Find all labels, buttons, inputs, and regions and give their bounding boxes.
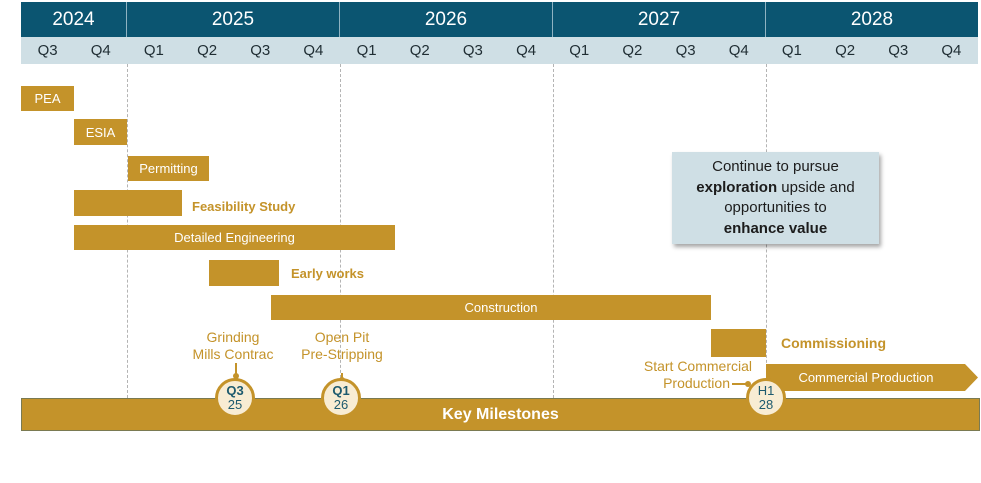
quarter-cell: Q4 xyxy=(90,42,111,59)
milestone-connector xyxy=(341,373,343,379)
bar-detailed-engineering: Detailed Engineering xyxy=(74,225,395,250)
bar-pea: PEA xyxy=(21,86,74,111)
bar-commissioning xyxy=(711,329,766,357)
year-2025: 2025 xyxy=(127,2,340,37)
year-2028: 2028 xyxy=(850,8,894,30)
key-milestones-bar: Key Milestones xyxy=(21,398,980,431)
bar-esia: ESIA xyxy=(74,119,127,145)
note-line-2: exploration upside and xyxy=(672,178,879,199)
note-line-2-rest: upside and xyxy=(777,178,855,196)
milestone-label-grinding-mills: Grinding Mills Contrac xyxy=(183,329,283,363)
milestone-label-open-pit: Open Pit Pre-Stripping xyxy=(290,329,394,363)
milestone-connector xyxy=(235,363,237,378)
milestone-label-line: Production xyxy=(663,375,730,391)
quarter-cell: Q4 xyxy=(516,42,537,59)
bar-commercial-production: Commercial Production xyxy=(766,364,978,391)
milestone-badge-period: Q3 xyxy=(226,383,244,398)
milestone-label-line: Open Pit xyxy=(314,329,370,345)
quarter-cell: Q1 xyxy=(356,42,377,59)
quarter-cell: Q4 xyxy=(728,42,749,59)
year-2027: 2027 xyxy=(553,2,766,37)
milestone-label-start-commercial: Start Commercial Production xyxy=(632,358,752,392)
milestone-connector xyxy=(732,383,746,385)
feasibility-study-label: Feasibility Study xyxy=(192,199,296,214)
bar-label: Permitting xyxy=(139,161,198,176)
milestone-badge-year: 25 xyxy=(227,397,243,412)
year-2026: 2026 xyxy=(340,2,553,37)
key-milestones-label: Key Milestones xyxy=(442,405,559,423)
quarter-cell: Q4 xyxy=(941,42,962,59)
quarter-cell: Q3 xyxy=(888,42,909,59)
note-line-1: Continue to pursue xyxy=(712,158,839,175)
bar-label: Construction xyxy=(464,300,538,315)
quarter-cell: Q2 xyxy=(835,42,856,59)
quarter-cell: Q4 xyxy=(303,42,324,59)
quarter-cell: Q3 xyxy=(250,42,271,59)
bar-label: ESIA xyxy=(85,124,116,140)
milestone-label-line: Mills Contrac xyxy=(192,346,274,362)
arrow-shape-icon xyxy=(766,364,978,391)
quarter-cell: Q2 xyxy=(409,42,430,59)
quarter-cell: Q1 xyxy=(781,42,802,59)
milestone-badge-q3-25: Q3 25 xyxy=(215,378,255,418)
quarter-cell: Q2 xyxy=(622,42,643,59)
milestone-label-line: Start Commercial xyxy=(643,358,752,374)
milestone-label-line: Pre-Stripping xyxy=(301,346,383,362)
milestone-badge-h1-28: H1 28 xyxy=(746,378,786,418)
quarter-cell: Q1 xyxy=(143,42,164,59)
year-header-row: 2024 2025 2026 2027 2028 xyxy=(21,2,978,37)
commissioning-label: Commissioning xyxy=(781,335,887,351)
quarter-cell: Q1 xyxy=(569,42,590,59)
milestone-badge-year: 26 xyxy=(333,397,349,412)
milestone-dot xyxy=(745,381,751,387)
quarter-cell: Q3 xyxy=(462,42,483,59)
quarter-cell: Q3 xyxy=(675,42,696,59)
bar-label: Commercial Production xyxy=(798,370,934,385)
bar-permitting: Permitting xyxy=(128,156,209,181)
early-works-label: Early works xyxy=(291,266,364,281)
note-line-4: enhance value xyxy=(672,219,879,240)
bar-construction: Construction xyxy=(271,295,711,320)
milestone-badge-period: Q1 xyxy=(332,383,350,398)
bar-feasibility-study xyxy=(74,190,182,216)
quarter-cell: Q3 xyxy=(37,42,58,59)
quarter-cell: Q2 xyxy=(197,42,218,59)
year-2024: 2024 xyxy=(21,2,127,37)
note-bold-enhance-value: enhance value xyxy=(723,219,828,237)
milestone-label-line: Grinding xyxy=(206,329,260,345)
note-bold-exploration: exploration xyxy=(696,178,778,196)
quarter-header-row: Q3 Q4 Q1 Q2 Q3 Q4 Q1 Q2 Q3 Q4 Q1 Q2 Q3 Q… xyxy=(21,37,978,64)
exploration-note-box: Continue to pursue exploration upside an… xyxy=(672,152,879,244)
milestone-dot xyxy=(233,373,239,379)
milestone-badge-year: 28 xyxy=(758,397,774,412)
year-divider-line xyxy=(553,64,554,398)
bar-early-works xyxy=(209,260,279,286)
milestone-badge-q1-26: Q1 26 xyxy=(321,378,361,418)
note-line-3: opportunities to xyxy=(724,199,827,216)
bar-label: PEA xyxy=(34,91,61,106)
bar-label: Detailed Engineering xyxy=(174,230,295,245)
milestone-badge-period: H1 xyxy=(757,383,775,398)
